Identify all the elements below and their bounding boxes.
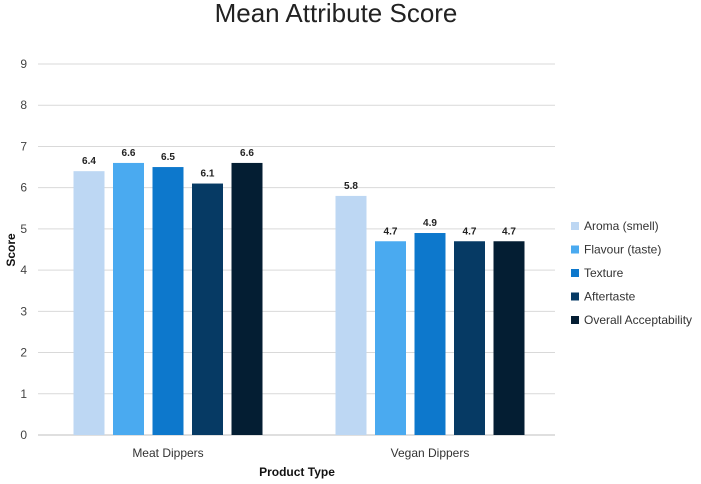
y-tick-label: 2 [20,346,27,360]
chart-title: Mean Attribute Score [215,0,458,28]
bar [375,241,406,435]
x-axis-title: Product Type [259,465,335,479]
data-label: 6.6 [240,148,254,159]
legend-item: Flavour (taste) [571,243,661,257]
y-axis-title: Score [4,233,18,267]
bar [231,162,263,435]
x-category-label: Vegan Dippers [391,446,470,460]
bar [493,241,525,435]
data-label: 6.5 [161,152,175,163]
y-tick-label: 3 [20,304,27,318]
bar [414,233,446,435]
legend-item: Overall Acceptability [571,313,692,327]
data-labels: 6.4 6.6 6.5 6.1 6.6 5.8 4.7 4.9 4.7 4.7 [82,148,516,237]
legend-swatch [571,316,579,324]
y-tick-label: 7 [20,139,27,153]
data-label: 6.1 [201,169,215,180]
legend-item: Texture [571,266,624,280]
legend-swatch [571,245,579,254]
bar [192,183,223,435]
y-tick-label: 6 [20,181,27,195]
legend-label: Flavour (taste) [584,243,661,257]
data-label: 4.7 [502,226,516,237]
bar [335,195,367,435]
y-tick-labels: 0 1 2 3 4 5 6 7 8 9 [20,57,27,442]
legend-label: Aftertaste [584,290,636,304]
bar [152,167,184,436]
legend-label: Texture [584,266,624,280]
y-tick-label: 8 [20,98,27,112]
legend-swatch [571,292,579,301]
data-label: 6.6 [122,148,136,159]
legend-swatch [571,222,579,230]
data-label: 4.9 [423,218,437,229]
data-label: 5.8 [344,181,358,192]
legend-item: Aftertaste [571,290,636,304]
x-category-labels: Meat Dippers Vegan Dippers [132,446,469,460]
x-category-label: Meat Dippers [132,446,203,460]
bar [73,171,105,435]
data-label: 4.7 [463,226,477,237]
legend-label: Overall Acceptability [584,313,692,327]
data-label: 4.7 [384,226,398,237]
data-label: 6.4 [82,156,96,167]
y-tick-label: 4 [20,263,27,277]
legend: Aroma (smell) Flavour (taste) Texture After… [571,219,692,327]
y-tick-label: 1 [20,387,27,401]
legend-item: Aroma (smell) [571,219,659,233]
legend-label: Aroma (smell) [584,219,659,233]
y-tick-label: 5 [20,222,27,236]
bars [73,162,525,436]
y-tick-label: 0 [20,428,27,442]
y-tick-label: 9 [20,57,27,71]
bar [113,162,144,435]
bar [454,241,485,435]
legend-swatch [571,269,579,277]
